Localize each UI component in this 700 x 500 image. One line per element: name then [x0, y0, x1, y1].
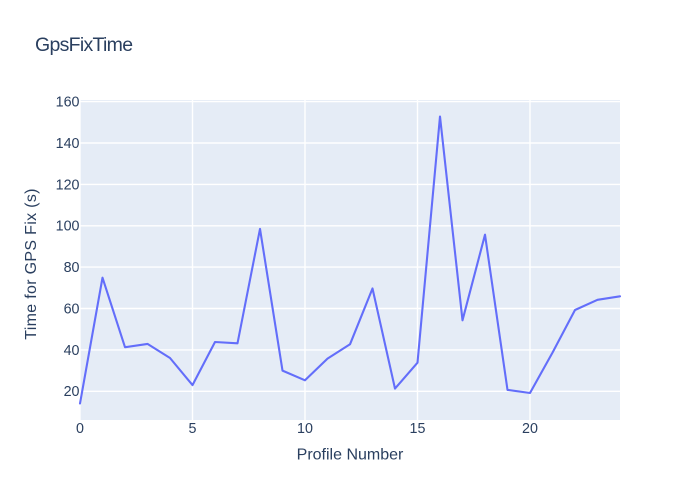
- svg-text:120: 120: [56, 177, 80, 193]
- svg-text:80: 80: [64, 260, 80, 276]
- svg-text:0: 0: [76, 421, 84, 437]
- svg-text:Time for GPS Fix (s): Time for GPS Fix (s): [23, 188, 40, 340]
- svg-text:20: 20: [64, 384, 80, 400]
- svg-text:10: 10: [297, 421, 313, 437]
- svg-text:15: 15: [410, 421, 426, 437]
- svg-text:Profile Number: Profile Number: [297, 447, 404, 464]
- svg-text:140: 140: [56, 136, 80, 152]
- svg-text:100: 100: [56, 219, 80, 235]
- svg-text:5: 5: [189, 421, 197, 437]
- svg-text:20: 20: [522, 421, 538, 437]
- svg-text:160: 160: [56, 95, 80, 111]
- svg-text:40: 40: [64, 343, 80, 359]
- svg-text:GpsFixTime: GpsFixTime: [35, 34, 132, 56]
- svg-text:60: 60: [64, 301, 80, 317]
